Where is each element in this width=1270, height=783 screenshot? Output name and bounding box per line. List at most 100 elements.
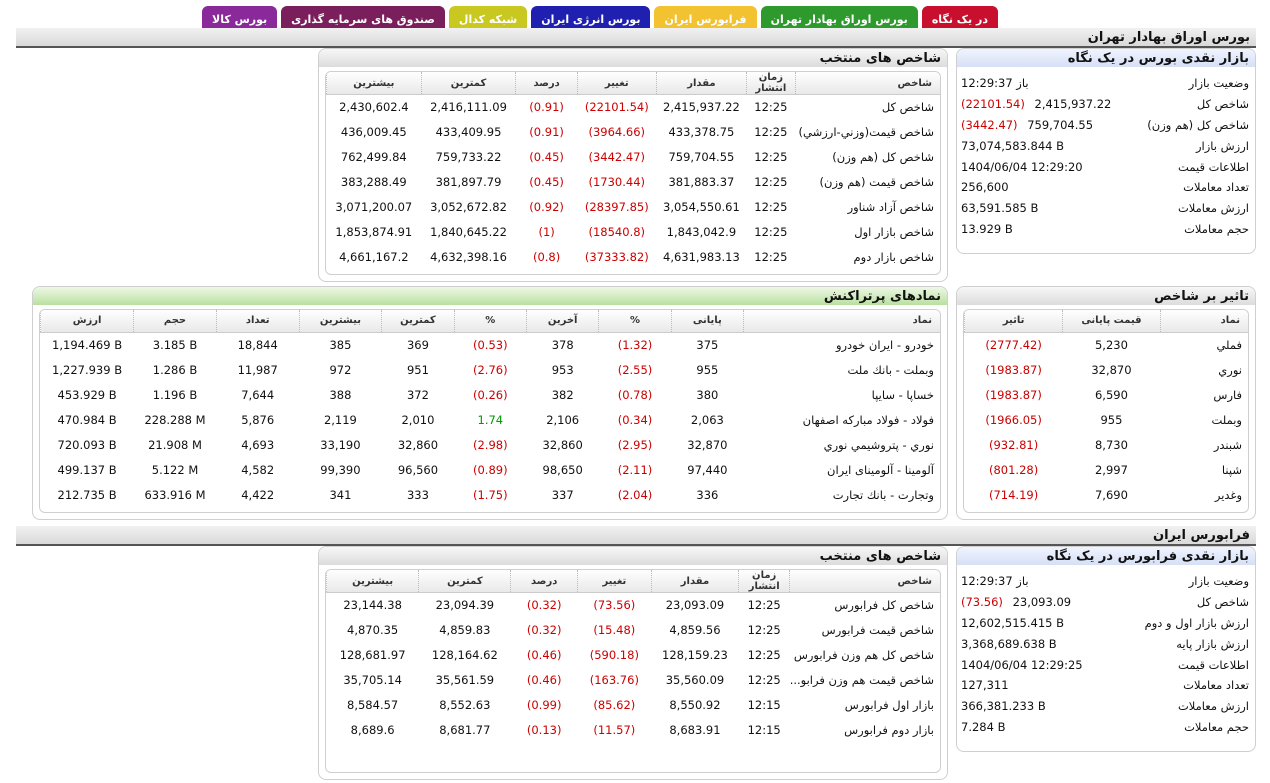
cell-value: 12:25 (747, 598, 781, 613)
column-header[interactable]: تاثیر (964, 310, 1063, 333)
table-row[interactable]: شاخص كل (هم وزن) 12:25 759,704.55 (3442.47)… (327, 145, 941, 170)
table-row[interactable]: شاخص كل فرابورس 12:25 23,093.09 (73.56) (0.3… (327, 593, 941, 618)
row-name[interactable]: شاخص قيمت (هم وزن) (819, 175, 934, 189)
row-name[interactable]: فولاد - فولاد مباركه اصفهان (802, 412, 934, 427)
column-header[interactable]: کمترین (420, 72, 516, 95)
column-header[interactable]: تغییر (576, 570, 652, 593)
tab-4[interactable]: شبکه کدال (448, 6, 528, 32)
column-header[interactable]: تعداد (215, 310, 300, 333)
tab-6[interactable]: بورس کالا (202, 6, 278, 32)
row-name[interactable]: شاخص كل هم وزن فرابورس (793, 648, 934, 662)
column-header[interactable]: % (598, 310, 672, 333)
table-row[interactable]: وبملت 955 (1966.05) (965, 407, 1249, 432)
table-row[interactable]: خودرو - ايران خودرو 375 (1.32) 378 (0.53) 369… (41, 332, 941, 357)
row-name[interactable]: آلومينا - آلومينای ایران (827, 462, 934, 477)
row-name[interactable]: بازار اول فرابورس (844, 698, 934, 712)
row-name[interactable]: شاخص كل (881, 100, 934, 115)
table-row[interactable]: شاخص بازار اول 12:25 1,843,042.9 (18540.8) (… (327, 220, 941, 245)
row-name[interactable]: وغدير (1214, 487, 1242, 502)
column-header[interactable]: شاخص (789, 570, 940, 593)
cell-value: 12:15 (747, 698, 781, 712)
column-header[interactable]: درصد (515, 72, 578, 95)
glance-change: (3442.47) (961, 117, 1018, 132)
column-header[interactable]: بیشترین (298, 310, 382, 333)
table-row[interactable]: نوري - پتروشيمي نوري 32,870 (2.95) 32,860 (2… (41, 432, 941, 457)
table-row[interactable]: شاخص كل هم وزن فرابورس 12:25 128,159.23 (59… (327, 643, 941, 668)
glance-row: تعداد معاملات 256,600 (957, 177, 1255, 198)
column-header[interactable]: نماد (743, 310, 940, 333)
column-header[interactable]: زمان انتشار (746, 72, 796, 95)
row-name[interactable]: شاخص قيمت هم وزن فرابو... (789, 673, 934, 687)
table-row[interactable]: وبملت - بانك ملت 955 (2.55) 953 (2.76) 951 972… (41, 357, 941, 382)
row-name[interactable]: نوري - پتروشيمي نوري (823, 437, 934, 452)
table-row[interactable]: شاخص بازار دوم 12:25 4,631,983.13 (37333.82… (327, 245, 941, 270)
row-name[interactable]: وتجارت - بانك تجارت (832, 487, 934, 502)
row-name[interactable]: وبملت (1211, 412, 1242, 427)
column-header[interactable]: شاخص (794, 72, 940, 95)
row-name[interactable]: شاخص كل فرابورس (834, 598, 934, 613)
table-row[interactable]: شاخص كل 12:25 2,415,937.22 (22101.54) (0.91)… (327, 95, 941, 120)
table-row[interactable]: فملي 5,230 (2777.42) (965, 332, 1249, 357)
table-row[interactable]: بازار اول فرابورس 12:15 8,550.92 (85.62) (0.… (327, 693, 941, 718)
glance-label: ارزش بازار (1195, 138, 1249, 153)
column-header[interactable]: زمان انتشار (738, 570, 790, 593)
cell-value: 35,561.59 (435, 673, 495, 687)
row-name[interactable]: شاخص آزاد شناور (847, 200, 934, 214)
row-name[interactable]: شپنا (1221, 462, 1242, 477)
tse-glance-table: وضعیت بازار باز 12:29:37 شاخص کل (22101.54)… (957, 73, 1255, 239)
column-header[interactable]: قیمت پایانی (1062, 310, 1161, 333)
row-name[interactable]: شاخص قيمت فرابورس (821, 623, 934, 637)
tab-3[interactable]: بورس انرژی ایران (531, 6, 651, 32)
table-row[interactable]: خساپا - سايپا 380 (0.78) 382 (0.26) 372 388 7,6… (41, 382, 941, 407)
table-row[interactable]: نوري 32,870 (1983.87) (965, 357, 1249, 382)
column-header[interactable]: بیشترین (326, 72, 422, 95)
row-name[interactable]: بازار دوم فرابورس (844, 723, 934, 737)
column-header[interactable]: آخرین (525, 310, 599, 333)
table-row[interactable]: شاخص قيمت هم وزن فرابو... 12:25 35,560.09 (… (327, 668, 941, 693)
row-name[interactable]: شاخص بازار اول (854, 225, 934, 239)
cell-value: (0.92) (529, 200, 564, 214)
tab-0[interactable]: در یک نگاه (921, 6, 998, 32)
table-row[interactable]: آلومينا - آلومينای ایران 97,440 (2.11) 98,6… (41, 457, 941, 482)
cell-value: 12:25 (754, 100, 788, 115)
column-header[interactable]: حجم (133, 310, 217, 333)
row-name[interactable]: خودرو - ايران خودرو (835, 337, 934, 352)
column-header[interactable]: مقدار (650, 570, 739, 593)
row-name[interactable]: شاخص كل (هم وزن) (832, 150, 934, 164)
row-name[interactable]: شبندر (1213, 437, 1242, 452)
tab-5[interactable]: صندوق های سرمایه گذاری (281, 6, 445, 32)
row-name[interactable]: خساپا - سايپا (871, 387, 934, 402)
table-row[interactable]: شپنا 2,997 (801.28) (965, 457, 1249, 482)
table-row[interactable]: شبندر 8,730 (932.81) (965, 432, 1249, 457)
table-row[interactable]: شاخص قيمت(وزني-ارزشي) 12:25 433,378.75 (396… (327, 120, 941, 145)
column-header[interactable]: ارزش (40, 310, 134, 333)
column-header[interactable]: % (453, 310, 527, 333)
row-name[interactable]: فملي (1216, 337, 1242, 352)
table-row[interactable]: بازار دوم فرابورس 12:15 8,683.91 (11.57) (0.… (327, 718, 941, 743)
column-header[interactable]: کمترین (418, 570, 511, 593)
table-row[interactable]: وتجارت - بانك تجارت 336 (2.04) 337 (1.75) 333… (41, 482, 941, 507)
row-name[interactable]: فارس (1213, 387, 1242, 402)
table-row[interactable]: وغدير 7,690 (714.19) (965, 482, 1249, 507)
column-header[interactable]: پایانی (670, 310, 744, 333)
column-header[interactable]: درصد (510, 570, 578, 593)
column-header[interactable]: بیشترین (326, 570, 419, 593)
row-name[interactable]: وبملت - بانك ملت (847, 362, 934, 377)
glance-label: شاخص کل (1196, 97, 1249, 112)
column-header[interactable]: کمترین (381, 310, 455, 333)
table-row[interactable]: فارس 6,590 (1983.87) (965, 382, 1249, 407)
column-header[interactable]: تغییر (576, 72, 657, 95)
column-header[interactable]: مقدار (655, 72, 747, 95)
table-row[interactable]: فولاد - فولاد مباركه اصفهان 2,063 (0.34) 2,… (41, 407, 941, 432)
tab-1[interactable]: بورس اوراق بهادار تهران (760, 6, 918, 32)
table-row[interactable]: شاخص قيمت فرابورس 12:25 4,859.56 (15.48) (0.… (327, 618, 941, 643)
cell-value: 32,860 (397, 437, 439, 452)
column-header[interactable]: نماد (1159, 310, 1248, 333)
ifb-glance-table: وضعیت بازار باز 12:29:37 شاخص کل (73.56) 23… (957, 571, 1255, 737)
row-name[interactable]: شاخص بازار دوم (853, 250, 934, 264)
tab-2[interactable]: فرابورس ایران (654, 6, 757, 32)
table-row[interactable]: شاخص آزاد شناور 12:25 3,054,550.61 (28397.8… (327, 195, 941, 220)
table-row[interactable]: شاخص قيمت (هم وزن) 12:25 381,883.37 (1730.4… (327, 170, 941, 195)
row-name[interactable]: شاخص قيمت(وزني-ارزشي) (798, 125, 934, 139)
row-name[interactable]: نوري (1218, 362, 1242, 377)
